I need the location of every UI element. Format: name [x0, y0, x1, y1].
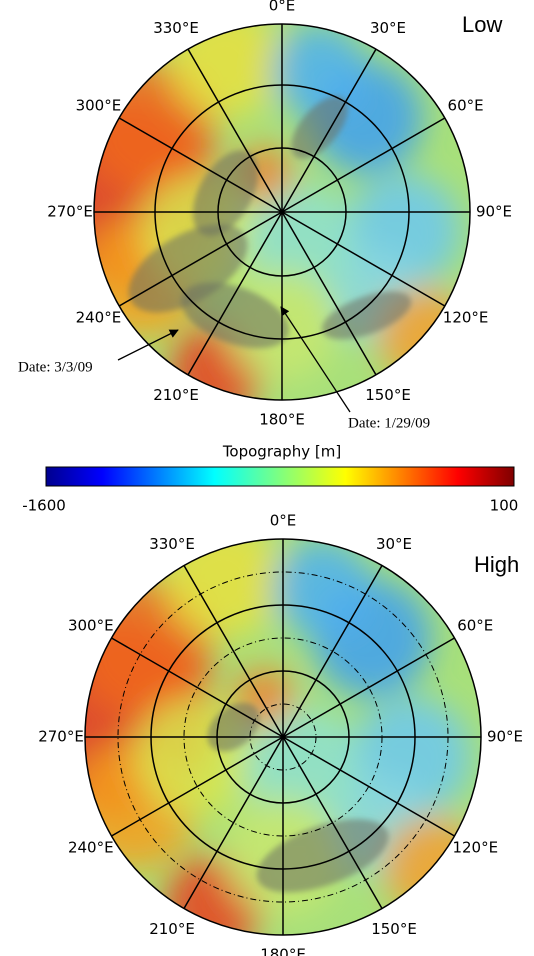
longitude-label: 240°E	[68, 839, 114, 857]
longitude-label: 30°E	[376, 535, 412, 553]
longitude-label: 180°E	[260, 946, 306, 956]
figure: Low High Topography [m] -1600 100 0°E 30°…	[0, 0, 534, 956]
longitude-label: 270°E	[38, 728, 84, 746]
annotation: Date: 1/29/09	[348, 415, 430, 431]
longitude-label: 0°E	[270, 512, 297, 530]
panel-label: High	[474, 552, 519, 577]
longitude-label: 210°E	[149, 920, 195, 938]
longitude-label: 150°E	[371, 920, 417, 938]
longitude-label: 210°E	[153, 386, 199, 404]
colorbar-min: -1600	[22, 497, 66, 515]
longitude-label: 240°E	[76, 309, 122, 327]
longitude-label: 0°E	[269, 0, 296, 15]
longitude-label: 330°E	[149, 535, 195, 553]
longitude-label: 270°E	[47, 203, 93, 221]
longitude-label: 150°E	[365, 386, 411, 404]
longitude-label: 300°E	[68, 617, 114, 635]
longitude-label: 330°E	[153, 19, 199, 37]
longitude-label: 180°E	[259, 411, 305, 429]
longitude-label: 120°E	[452, 839, 498, 857]
longitude-label: 30°E	[370, 19, 406, 37]
page: Low High Topography [m] -1600 100 0°E 30°…	[0, 0, 534, 956]
longitude-label: 300°E	[76, 97, 122, 115]
longitude-label: 90°E	[487, 728, 523, 746]
panel-label: Low	[462, 12, 502, 37]
colorbar-title: Topography [m]	[222, 443, 341, 461]
longitude-label: 90°E	[476, 203, 512, 221]
colorbar	[46, 467, 514, 486]
colorbar-max: 100	[490, 497, 519, 515]
longitude-label: 60°E	[448, 97, 484, 115]
topo-region	[382, 816, 481, 915]
longitude-label: 60°E	[457, 617, 493, 635]
longitude-label: 120°E	[443, 309, 489, 327]
annotation: Date: 3/3/09	[18, 359, 93, 375]
